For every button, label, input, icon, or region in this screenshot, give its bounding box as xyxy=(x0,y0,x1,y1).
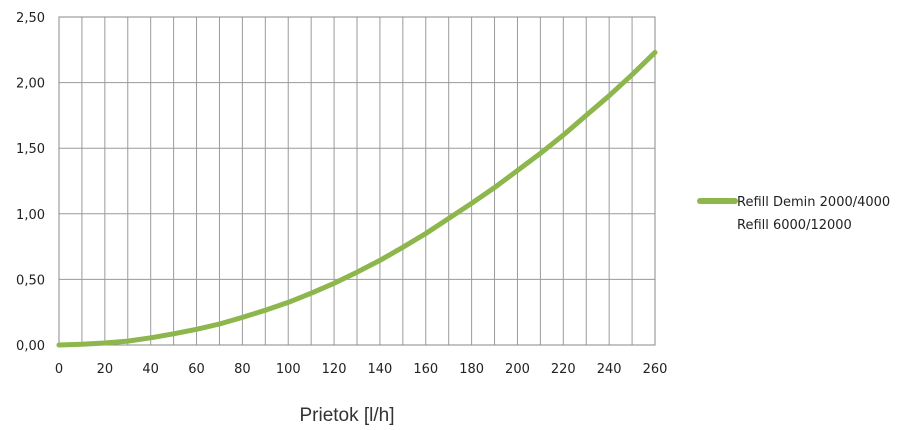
legend-label-line-2: Refill 6000/12000 xyxy=(737,218,852,233)
y-tick-label: 1,50 xyxy=(16,142,45,157)
series-line xyxy=(56,49,658,348)
x-tick-label: 220 xyxy=(551,362,576,377)
x-tick-label: 80 xyxy=(234,362,251,377)
series-layer xyxy=(56,49,658,348)
x-tick-label: 0 xyxy=(55,362,63,377)
y-tick-label: 0,50 xyxy=(16,273,45,288)
y-axis-tick-labels: 0,00 0,50 1,00 1,50 2,00 2,50 xyxy=(16,11,45,354)
x-tick-label: 240 xyxy=(597,362,622,377)
y-tick-label: 2,00 xyxy=(16,77,45,92)
x-tick-label: 100 xyxy=(276,362,301,377)
x-axis-tick-labels: 0 20 40 60 80 100 120 140 160 180 200 220 240 260 xyxy=(55,362,668,377)
y-tick-label: 2,50 xyxy=(16,11,45,26)
x-tick-label: 200 xyxy=(505,362,530,377)
x-tick-label: 60 xyxy=(188,362,205,377)
x-tick-label: 120 xyxy=(322,362,347,377)
legend: Refill Demin 2000/4000 Refill 6000/12000 xyxy=(697,195,890,233)
x-tick-label: 40 xyxy=(142,362,159,377)
plot-area-border xyxy=(58,16,656,346)
legend-label-line-1: Refill Demin 2000/4000 xyxy=(737,195,890,210)
y-tick-label: 0,00 xyxy=(16,339,45,354)
grid xyxy=(59,17,655,345)
x-axis-title: Prietok [l/h] xyxy=(299,405,394,426)
y-tick-label: 1,00 xyxy=(16,208,45,223)
x-tick-label: 160 xyxy=(413,362,438,377)
x-tick-label: 140 xyxy=(368,362,393,377)
x-tick-label: 180 xyxy=(459,362,484,377)
x-tick-label: 20 xyxy=(97,362,114,377)
x-tick-label: 260 xyxy=(643,362,668,377)
